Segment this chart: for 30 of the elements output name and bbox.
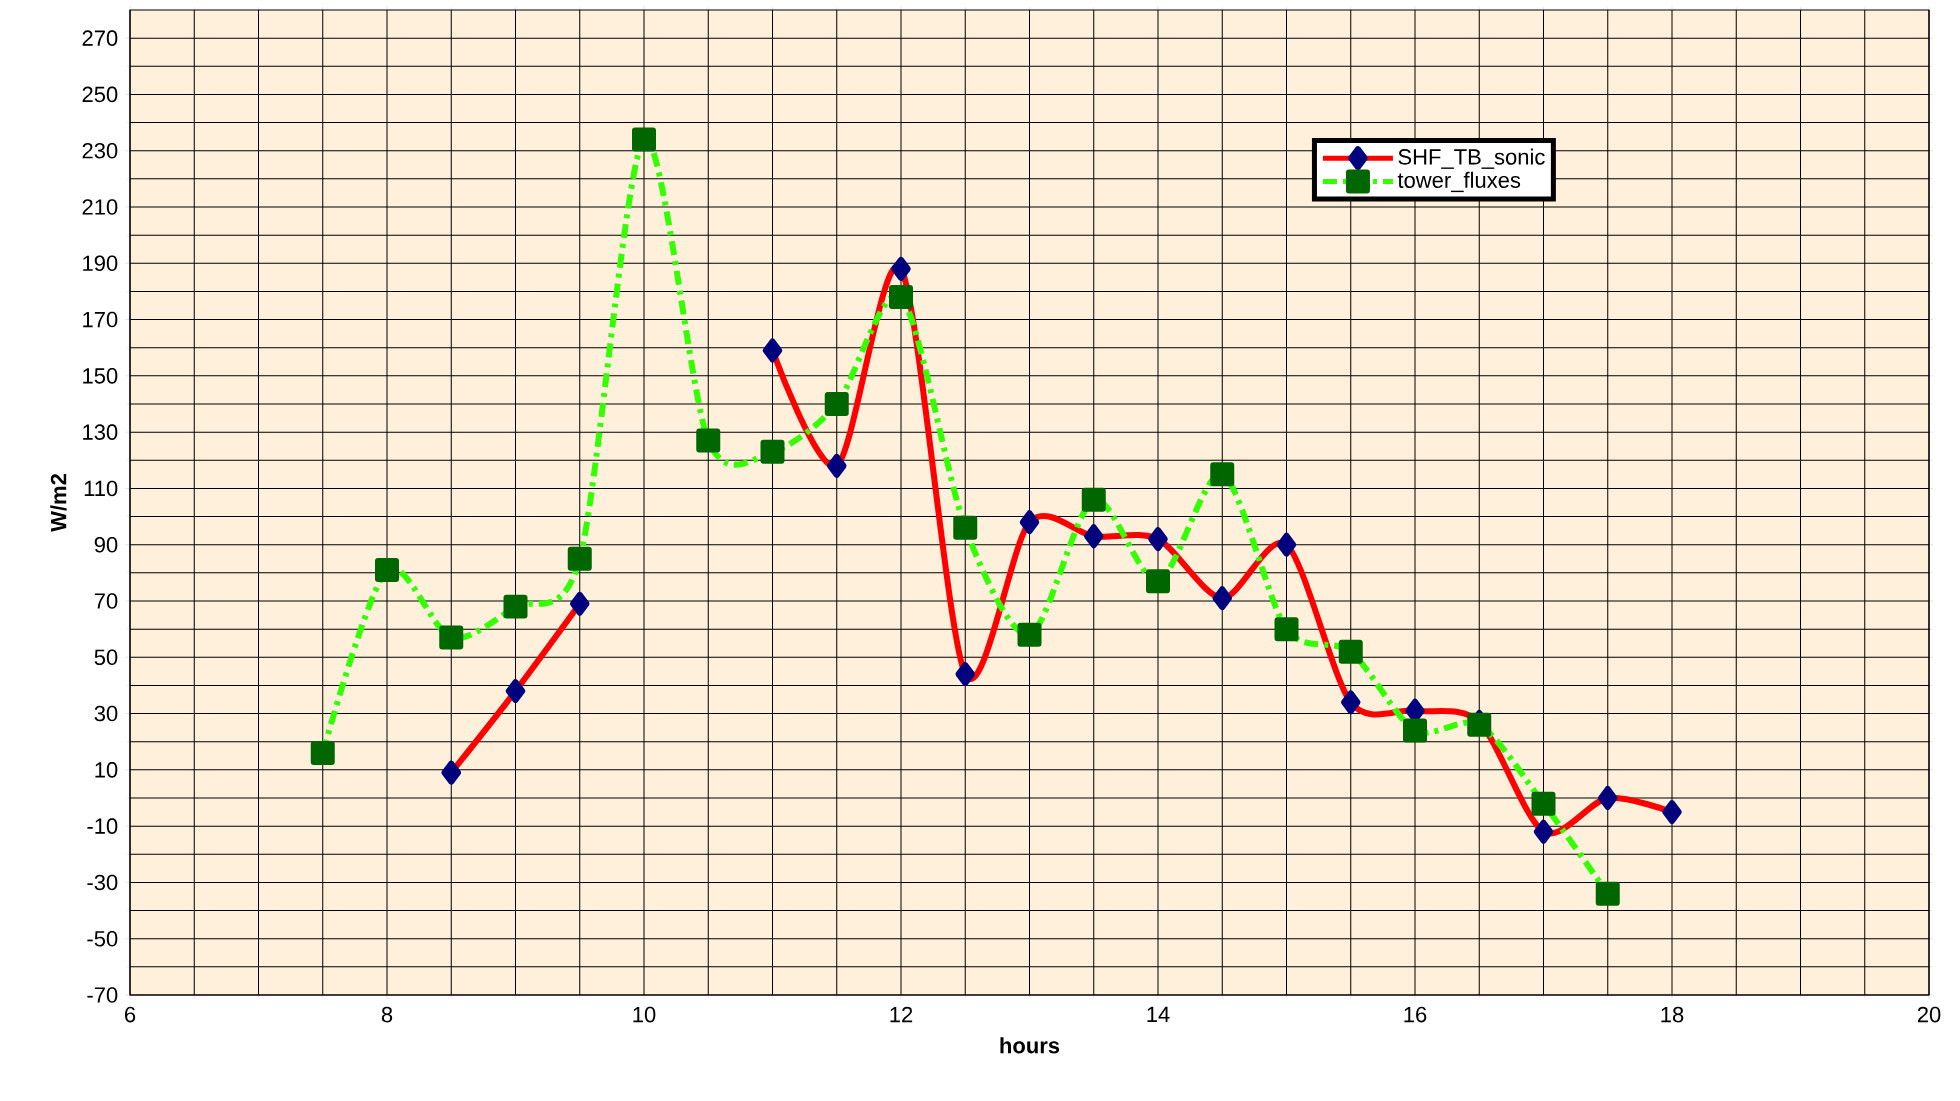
y-tick-label: 270: [82, 30, 118, 46]
y-tick-label: 150: [83, 368, 118, 384]
x-axis-title: hours: [1000, 1037, 1060, 1054]
y-tick-label: -10: [87, 818, 118, 834]
y-tick-label: -70: [87, 987, 118, 1003]
y-tick-label: 30: [94, 705, 118, 722]
x-tick-label: 18: [1661, 1006, 1684, 1023]
y-tick-label: 90: [94, 536, 118, 553]
legend-label: SHF_TB_sonic: [1398, 148, 1545, 169]
y-tick-label: 190: [83, 255, 118, 272]
y-tick-label: 110: [84, 480, 118, 497]
y-axis-title: W/m2: [50, 474, 67, 532]
x-tick-label: 14: [1147, 1006, 1170, 1022]
legend-label: tower_fluxes: [1397, 171, 1521, 193]
y-tick-label: 10: [95, 762, 118, 778]
y-tick-label: 210: [82, 199, 118, 215]
y-tick-label: 70: [94, 593, 118, 609]
y-tick-label: -50: [87, 930, 118, 947]
x-tick-label: 20: [1917, 1006, 1941, 1023]
y-tick-label: -30: [87, 874, 118, 891]
y-tick-label: 130: [83, 424, 118, 440]
y-tick-label: 50: [94, 649, 118, 666]
x-tick-label: 12: [890, 1006, 913, 1023]
y-tick-label: 250: [82, 86, 118, 103]
y-tick-label: 170: [83, 311, 118, 328]
x-tick-label: 10: [633, 1006, 656, 1023]
x-tick-label: 16: [1404, 1006, 1427, 1023]
x-tick-label: 8: [381, 1006, 393, 1023]
x-tick-label: 6: [125, 1006, 136, 1023]
y-tick-label: 230: [82, 142, 118, 159]
